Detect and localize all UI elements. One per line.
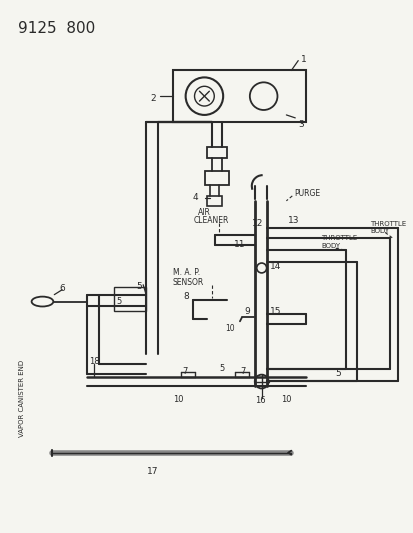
Text: 5: 5 <box>335 369 341 378</box>
Text: THROTTLE: THROTTLE <box>369 221 406 227</box>
Text: BODY: BODY <box>369 229 389 235</box>
Text: THROTTLE: THROTTLE <box>320 236 356 241</box>
Text: 14: 14 <box>269 262 280 271</box>
Text: 13: 13 <box>287 216 299 224</box>
Text: VAPOR CANISTER END: VAPOR CANISTER END <box>19 360 25 437</box>
Text: 9125  800: 9125 800 <box>18 21 95 36</box>
Text: 10: 10 <box>281 395 291 405</box>
Text: 12: 12 <box>251 219 263 228</box>
Bar <box>172 70 305 122</box>
Text: BODY: BODY <box>320 243 339 249</box>
Bar <box>207 196 222 206</box>
Text: 15: 15 <box>269 308 280 317</box>
Text: 5: 5 <box>219 364 224 373</box>
Text: 11: 11 <box>233 240 245 249</box>
Text: 5: 5 <box>136 282 142 291</box>
Text: 6: 6 <box>59 284 65 293</box>
Text: AIR: AIR <box>197 208 210 217</box>
Bar <box>113 287 146 311</box>
Text: 3: 3 <box>297 120 303 129</box>
Text: CLEANER: CLEANER <box>193 216 228 224</box>
Text: 10: 10 <box>225 324 234 333</box>
Bar <box>205 171 228 185</box>
Text: M. A. P.: M. A. P. <box>172 268 199 277</box>
Text: 2: 2 <box>150 94 155 103</box>
Text: 4: 4 <box>192 193 198 202</box>
Text: 17: 17 <box>147 467 159 477</box>
Text: 16: 16 <box>254 397 265 406</box>
Text: 5: 5 <box>116 297 121 305</box>
Text: 7: 7 <box>182 367 188 376</box>
Text: 1: 1 <box>300 55 306 63</box>
Text: 7: 7 <box>240 367 245 376</box>
Bar <box>207 147 227 158</box>
Text: PURGE: PURGE <box>294 189 320 198</box>
Text: 9: 9 <box>243 308 249 317</box>
Text: 18: 18 <box>89 357 99 366</box>
Text: 10: 10 <box>172 395 183 405</box>
Text: 8: 8 <box>183 292 189 301</box>
Text: SENSOR: SENSOR <box>172 278 204 287</box>
